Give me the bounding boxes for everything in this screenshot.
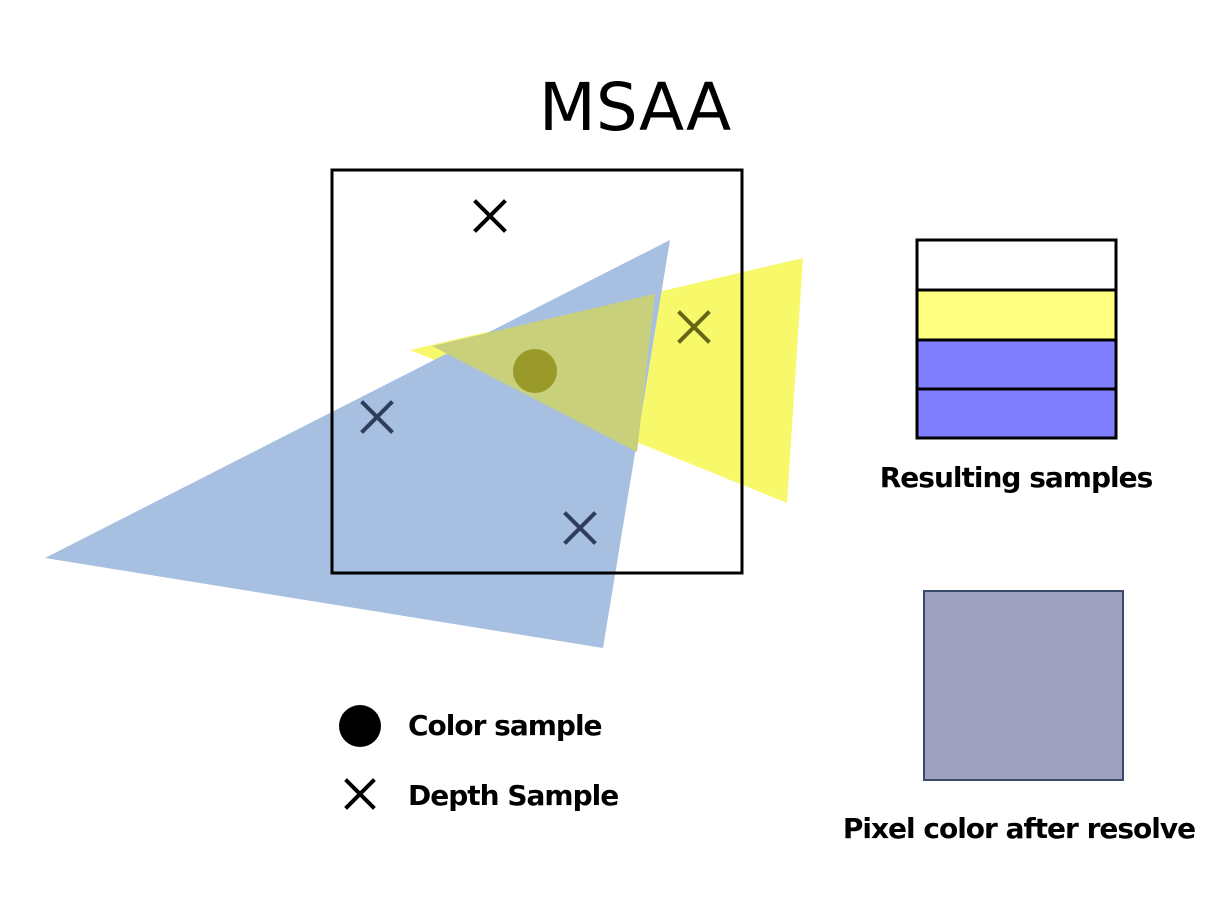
resolved-pixel-swatch: [923, 590, 1124, 781]
blue-triangle: [45, 240, 670, 648]
diagram-title: MSAA: [539, 69, 731, 146]
pixel-square: [330, 168, 744, 575]
resulting-samples-label: Resulting samples: [880, 461, 1153, 494]
color-sample-dot: [513, 349, 557, 393]
sample-cell-yellow: [915, 288, 1118, 342]
depth-sample-mark-top: [473, 199, 507, 233]
sample-cell-white: [915, 238, 1118, 292]
sample-cell-blue-2: [915, 387, 1118, 440]
legend-color-sample-label: Color sample: [408, 709, 602, 742]
legend-color-sample-icon: [339, 705, 381, 747]
legend-depth-sample-label: Depth Sample: [408, 779, 618, 812]
resulting-samples-stack: [915, 238, 1118, 440]
depth-sample-mark-bottom: [563, 511, 597, 545]
sample-cell-blue-1: [915, 338, 1118, 391]
depth-sample-mark-left: [360, 400, 394, 434]
resolve-label: Pixel color after resolve: [843, 812, 1195, 845]
legend-depth-sample-icon: [344, 778, 376, 810]
legend: Color sample Depth Sample: [339, 705, 619, 812]
depth-sample-mark-right: [677, 310, 711, 344]
